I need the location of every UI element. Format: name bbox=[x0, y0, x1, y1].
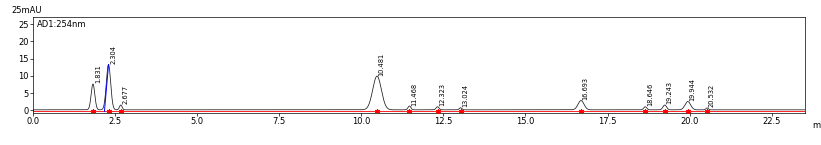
Text: 1.831: 1.831 bbox=[95, 65, 102, 84]
Text: 13.024: 13.024 bbox=[462, 84, 468, 107]
Text: 2.304: 2.304 bbox=[110, 45, 116, 64]
Text: 19.243: 19.243 bbox=[667, 81, 672, 105]
Text: 19.944: 19.944 bbox=[690, 78, 695, 101]
Text: 11.468: 11.468 bbox=[411, 82, 417, 106]
Text: 18.646: 18.646 bbox=[647, 83, 653, 106]
Text: 10.481: 10.481 bbox=[378, 53, 385, 76]
Text: min: min bbox=[812, 121, 821, 130]
Text: 20.532: 20.532 bbox=[709, 84, 715, 107]
Text: 16.693: 16.693 bbox=[583, 77, 589, 100]
Text: 25mAU: 25mAU bbox=[11, 7, 42, 16]
Text: 2.677: 2.677 bbox=[122, 85, 128, 105]
Text: AD1:254nm: AD1:254nm bbox=[37, 20, 86, 29]
Text: 12.323: 12.323 bbox=[439, 83, 445, 106]
